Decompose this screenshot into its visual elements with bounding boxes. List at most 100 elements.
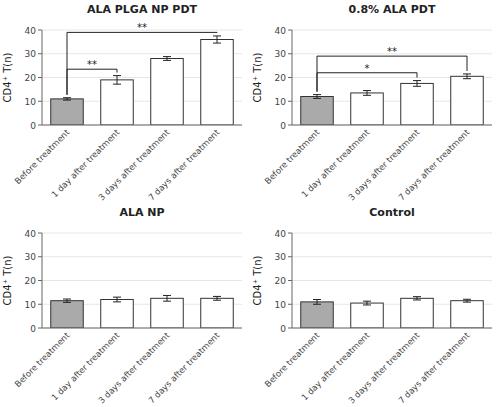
plot-area	[301, 74, 484, 125]
tick-mark	[38, 256, 42, 257]
tick-label: 7 days after treatment	[146, 330, 222, 406]
bar	[51, 99, 84, 125]
tick-mark	[288, 77, 292, 78]
grid-line	[292, 30, 492, 31]
tick-label: 0	[30, 324, 36, 334]
title: ALA NP	[119, 206, 164, 219]
bar	[451, 76, 484, 125]
tick-label: 20	[25, 73, 37, 83]
tick-label: 30	[275, 49, 287, 59]
x-axis	[42, 328, 242, 329]
grid-line	[42, 328, 242, 329]
tick-mark	[38, 125, 42, 126]
tick-mark	[288, 53, 292, 54]
tick-label: 20	[25, 276, 37, 286]
bar	[401, 298, 434, 328]
grid-line	[292, 328, 492, 329]
panel: 0.8% ALA PDT010203040CD4⁺ T(n)Before tre…	[252, 3, 492, 203]
tick-mark	[38, 30, 42, 31]
bar	[101, 300, 134, 329]
x-axis	[292, 328, 492, 329]
tick-label: Before treatment	[263, 330, 322, 389]
bar	[151, 59, 184, 126]
bar	[151, 298, 184, 328]
error-bar	[63, 299, 71, 302]
tick-mark	[38, 101, 42, 102]
error-bar	[363, 301, 371, 305]
tick-label: 0	[280, 121, 286, 131]
panel: ALA PLGA NP PDT010203040CD4⁺ T(n)Before …	[2, 3, 242, 203]
annotation: *	[365, 63, 370, 74]
grid-line	[42, 256, 242, 257]
bar	[201, 298, 234, 328]
grid-line	[42, 125, 242, 126]
error-bar	[413, 81, 421, 87]
tick-mark	[38, 328, 42, 329]
tick-mark	[38, 77, 42, 78]
error-bar	[113, 297, 121, 302]
tick-label: 10	[275, 97, 287, 107]
tick-label: 10	[25, 97, 37, 107]
error-bar	[363, 91, 371, 96]
tick-mark	[38, 53, 42, 54]
tick-label: 40	[275, 26, 287, 36]
grid-line	[42, 280, 242, 281]
error-bar	[213, 296, 221, 300]
annotation: **	[87, 59, 97, 70]
tick-label: 10	[25, 300, 37, 310]
grid-line	[42, 233, 242, 234]
axis-label: CD4⁺ T(n)	[252, 256, 263, 306]
title: 0.8% ALA PDT	[349, 3, 436, 16]
bar	[401, 83, 434, 125]
bar	[351, 93, 384, 125]
tick-label: Before treatment	[263, 127, 322, 186]
error-bar	[163, 295, 171, 301]
bar	[51, 301, 84, 328]
tick-label: 0	[30, 121, 36, 131]
tick-label: 30	[275, 252, 287, 262]
x-axis	[292, 125, 492, 126]
tick-label: 40	[25, 26, 37, 36]
axis-label: CD4⁺ T(n)	[252, 53, 263, 103]
bar	[351, 303, 384, 328]
tick-label: 30	[25, 49, 37, 59]
tick-label: 10	[275, 300, 287, 310]
y-axis	[42, 233, 43, 328]
tick-mark	[38, 304, 42, 305]
axis-label: CD4⁺ T(n)	[2, 256, 13, 306]
tick-label: 7 days after treatment	[396, 330, 472, 406]
y-axis	[292, 233, 293, 328]
tick-mark	[38, 233, 42, 234]
grid-line	[292, 233, 492, 234]
error-bar	[113, 76, 121, 85]
tick-label: 40	[275, 229, 287, 239]
significance-bracket	[67, 32, 217, 94]
tick-mark	[288, 280, 292, 281]
error-bar	[463, 74, 471, 79]
tick-mark	[288, 125, 292, 126]
tick-label: 0	[280, 324, 286, 334]
tick-mark	[288, 328, 292, 329]
tick-label: Before treatment	[13, 127, 72, 186]
x-axis	[42, 125, 242, 126]
bar	[101, 80, 134, 125]
plot-area	[51, 295, 234, 328]
error-bar	[63, 98, 71, 100]
y-axis	[292, 30, 293, 125]
grid-line	[292, 125, 492, 126]
panel: Control010203040CD4⁺ T(n)Before treatmen…	[252, 206, 492, 406]
error-bar	[213, 36, 221, 43]
y-axis	[42, 30, 43, 125]
error-bar	[313, 95, 321, 99]
tick-label: Before treatment	[13, 330, 72, 389]
tick-mark	[288, 101, 292, 102]
annotation: **	[387, 46, 397, 57]
error-bar	[463, 299, 471, 302]
tick-mark	[288, 256, 292, 257]
plot-area	[301, 297, 484, 328]
plot-area	[51, 36, 234, 125]
tick-label: 40	[25, 229, 37, 239]
significance-bracket	[67, 69, 117, 95]
title: ALA PLGA NP PDT	[87, 3, 198, 16]
significance-bracket	[317, 73, 417, 92]
